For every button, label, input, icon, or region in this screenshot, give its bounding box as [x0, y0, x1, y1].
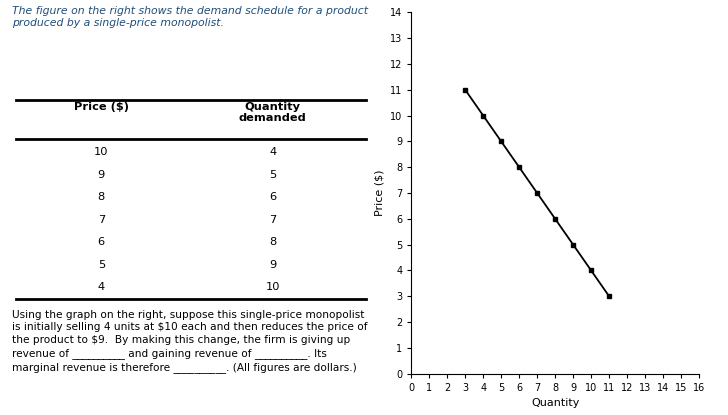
Text: The figure on the right shows the demand schedule for a product
produced by a si: The figure on the right shows the demand… [12, 6, 368, 28]
Text: 6: 6 [98, 237, 105, 247]
Text: 9: 9 [98, 170, 105, 180]
Text: 8: 8 [269, 237, 276, 247]
Text: 7: 7 [98, 215, 105, 225]
Text: Quantity
demanded: Quantity demanded [239, 102, 306, 123]
Text: Using the graph on the right, suppose this single-price monopolist
is initially : Using the graph on the right, suppose th… [12, 310, 367, 373]
Text: 7: 7 [269, 215, 276, 225]
X-axis label: Quantity: Quantity [531, 398, 579, 408]
Text: 5: 5 [98, 259, 105, 269]
Text: 8: 8 [98, 192, 105, 202]
Text: 4: 4 [98, 282, 105, 292]
Text: 10: 10 [94, 147, 108, 157]
Text: 6: 6 [269, 192, 276, 202]
Text: Price ($): Price ($) [74, 102, 129, 112]
Y-axis label: Price ($): Price ($) [374, 170, 384, 216]
Text: 10: 10 [266, 282, 280, 292]
Text: 9: 9 [269, 259, 276, 269]
Text: 5: 5 [269, 170, 276, 180]
Text: 4: 4 [269, 147, 276, 157]
